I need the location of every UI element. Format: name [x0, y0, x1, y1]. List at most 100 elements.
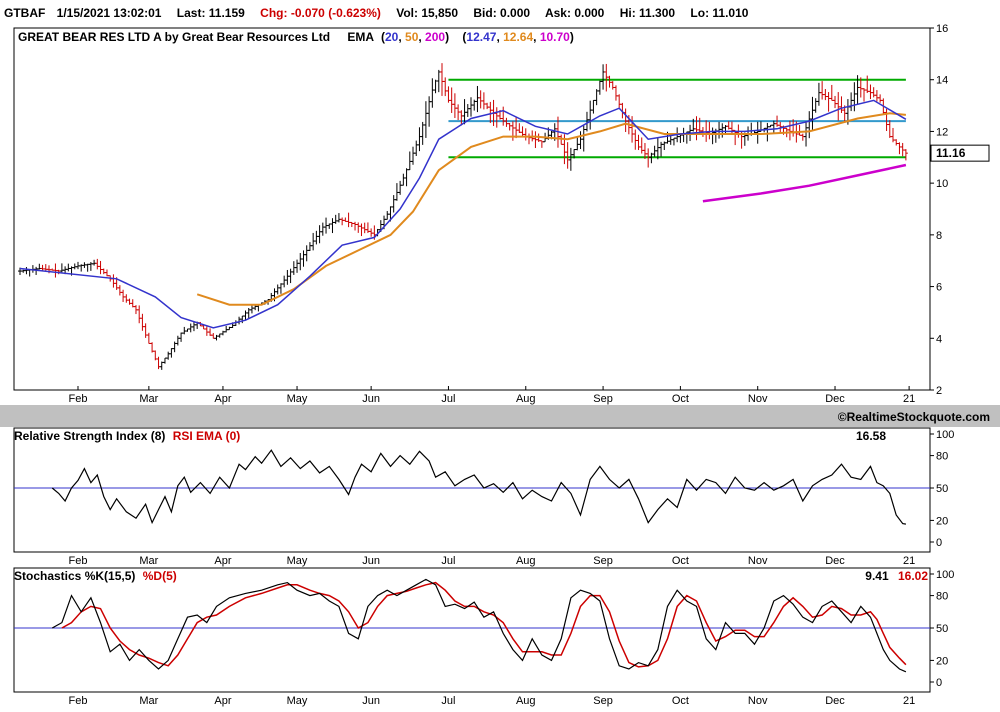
ema-sep: , — [418, 30, 425, 44]
change: Chg: -0.070 (-0.623%) — [260, 6, 381, 20]
price-y-tick-label: 6 — [936, 282, 942, 294]
price-x-tick-label: May — [287, 393, 308, 405]
x-tick-label: Feb — [69, 695, 88, 707]
y-tick-label: 50 — [936, 623, 948, 635]
x-tick-label: Oct — [672, 695, 689, 707]
price-y-tick-label: 12 — [936, 126, 948, 138]
x-tick-label: Aug — [516, 555, 536, 567]
ema-value-20: 12.47 — [466, 30, 496, 44]
price-y-tick-label: 4 — [936, 333, 942, 345]
x-tick-label: May — [287, 555, 308, 567]
x-tick-label: 21 — [903, 695, 915, 707]
ema-period-200: 200 — [425, 30, 445, 44]
ema-sep: , — [398, 30, 405, 44]
x-tick-label: Apr — [214, 555, 231, 567]
price-plot: 2 4 6 8 10 12 14 16 Feb Mar Apr May Jun Jul Aug Sep Oct N… — [18, 23, 990, 405]
y-tick-label: 80 — [936, 591, 948, 603]
x-tick-label: Oct — [672, 555, 689, 567]
y-tick-label: 20 — [936, 515, 948, 527]
stoch-d-label: %D(5) — [143, 569, 177, 583]
y-tick-label: 100 — [936, 429, 954, 441]
stoch-d-line — [61, 581, 907, 668]
x-tick-label: Jun — [362, 555, 380, 567]
price-y-tick-label: 10 — [936, 178, 948, 190]
volume: Vol: 15,850 — [396, 6, 458, 20]
x-tick-label: Jul — [441, 555, 455, 567]
y-tick-label: 0 — [936, 677, 942, 689]
ema20-line — [19, 99, 907, 329]
quote-header: GTBAF 1/15/2021 13:02:01 Last: 11.159 Ch… — [4, 6, 749, 20]
stoch-panel-frame — [13, 567, 931, 693]
price-x-tick-label: Oct — [672, 393, 689, 405]
ema-close-paren: ) — [445, 30, 449, 44]
x-tick-label: Apr — [214, 695, 231, 707]
rsi-title: Relative Strength Index (8) — [14, 429, 165, 443]
rsi-ema-label: RSI EMA (0) — [173, 429, 241, 443]
x-tick-label: Nov — [748, 695, 768, 707]
high: Hi: 11.300 — [620, 6, 676, 20]
ema-val-close: ) — [570, 30, 574, 44]
last-price-box — [930, 144, 990, 162]
price-x-tick-label: Dec — [825, 393, 845, 405]
stoch-values: 9.41 16.02 — [865, 569, 928, 583]
ema-sep: , — [496, 30, 503, 44]
price-x-tick-label: Feb — [69, 393, 88, 405]
ema50-line — [196, 112, 906, 306]
datetime: 1/15/2021 13:02:01 — [57, 6, 162, 20]
price-x-tick-label: Apr — [214, 393, 231, 405]
rsi-value: 16.58 — [856, 429, 886, 443]
footer-bar — [0, 405, 1000, 427]
x-tick-label: Feb — [69, 555, 88, 567]
rsi-panel-frame — [13, 427, 931, 553]
stoch-panel-title: Stochastics %K(15,5) %D(5) — [14, 569, 177, 583]
ema200-line — [702, 163, 907, 203]
y-tick-label: 0 — [936, 537, 942, 549]
watermark: ©RealtimeStockquote.com — [838, 410, 990, 424]
x-tick-label: Jul — [441, 695, 455, 707]
x-tick-label: Sep — [593, 695, 613, 707]
y-tick-label: 50 — [936, 483, 948, 495]
ema-value-50: 12.64 — [503, 30, 533, 44]
x-tick-label: Mar — [139, 555, 158, 567]
low: Lo: 11.010 — [690, 6, 748, 20]
y-tick-label: 80 — [936, 451, 948, 463]
x-tick-label: Dec — [825, 695, 845, 707]
price-x-tick-label: Mar — [139, 393, 158, 405]
last-price-label: 11.16 — [936, 146, 966, 160]
bid: Bid: 0.000 — [473, 6, 530, 20]
price-panel-title: GREAT BEAR RES LTD A by Great Bear Resou… — [18, 30, 574, 44]
last-price: Last: 11.159 — [177, 6, 245, 20]
price-panel-frame — [13, 27, 931, 391]
x-tick-label: Jun — [362, 695, 380, 707]
x-tick-label: Nov — [748, 555, 768, 567]
stoch-k-line — [51, 578, 907, 673]
rsi-plot: 0 20 50 80 100 Feb Mar Apr May Jun Jul Aug Sep Oct Nov… — [14, 429, 954, 567]
price-x-tick-label: 21 — [903, 393, 915, 405]
stoch-d-value: 16.02 — [898, 569, 928, 583]
stoch-plot: 0 20 50 80 100 Feb Mar Apr May Jun Jul Aug Sep Oct Nov… — [14, 569, 954, 707]
ema-val-open: ( — [462, 30, 466, 44]
ema-sep: , — [533, 30, 540, 44]
price-x-tick-label: Sep — [593, 393, 613, 405]
price-y-tick-label: 14 — [936, 75, 948, 87]
x-tick-label: Mar — [139, 695, 158, 707]
ema-open-paren: ( — [381, 30, 385, 44]
symbol: GTBAF — [4, 6, 45, 20]
x-tick-label: Sep — [593, 555, 613, 567]
ema-label: EMA — [347, 30, 374, 44]
price-x-tick-label: Jun — [362, 393, 380, 405]
rsi-panel-title: Relative Strength Index (8) RSI EMA (0) — [14, 429, 240, 443]
ask: Ask: 0.000 — [545, 6, 605, 20]
x-tick-label: Dec — [825, 555, 845, 567]
x-tick-label: May — [287, 695, 308, 707]
price-y-tick-label: 8 — [936, 230, 942, 242]
price-x-tick-label: Nov — [748, 393, 768, 405]
ohlc-bar — [903, 149, 908, 161]
ema-period-50: 50 — [405, 30, 419, 44]
security-name: GREAT BEAR RES LTD A by Great Bear Resou… — [18, 30, 330, 44]
y-tick-label: 100 — [936, 569, 954, 581]
x-tick-label: Aug — [516, 695, 536, 707]
x-tick-label: 21 — [903, 555, 915, 567]
price-y-tick-label: 16 — [936, 23, 948, 35]
